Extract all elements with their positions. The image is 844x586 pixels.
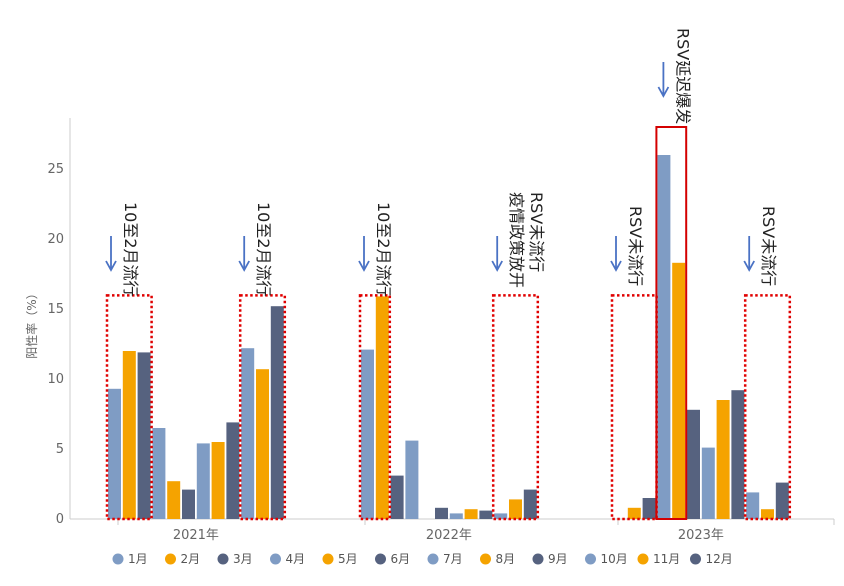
- annotation-text: RSV未流行: [626, 206, 645, 286]
- bar: [657, 155, 671, 519]
- legend-marker: [480, 553, 491, 565]
- bar: [196, 443, 210, 519]
- bar: [494, 513, 508, 519]
- arrow-head-icon: [105, 260, 117, 272]
- arrow-head-icon: [610, 260, 622, 272]
- legend-marker: [112, 553, 124, 565]
- annotation-text: RSV未流行: [527, 192, 546, 272]
- legend-marker: [322, 553, 334, 565]
- bar: [687, 409, 700, 519]
- legend-label: 1月: [128, 552, 148, 566]
- y-tick-label: 20: [47, 232, 64, 247]
- legend-label: 12月: [706, 552, 733, 566]
- annotation-text: 10至2月流行: [254, 202, 273, 297]
- x-tick-label: 2023年: [678, 528, 724, 543]
- bar: [182, 489, 195, 519]
- bar: [270, 306, 284, 519]
- legend-marker: [270, 553, 281, 565]
- highlight-box-dotted: [743, 294, 792, 521]
- y-tick-label: 25: [47, 162, 64, 177]
- bar: [435, 507, 448, 519]
- legend-label: 7月: [443, 552, 463, 566]
- highlight-box-dotted: [105, 294, 153, 521]
- y-tick-label: 0: [56, 512, 64, 527]
- bar: [108, 388, 121, 519]
- bar: [642, 498, 656, 519]
- bar: [746, 492, 760, 519]
- arrow-head-icon: [491, 260, 503, 272]
- y-tick-label: 10: [47, 372, 64, 387]
- bar: [523, 489, 537, 519]
- legend-label: 8月: [496, 552, 516, 566]
- highlight-box-dotted: [358, 294, 392, 521]
- bar: [464, 509, 478, 519]
- bar: [716, 400, 730, 519]
- legend-marker: [637, 553, 649, 565]
- highlight-box-solid: [655, 126, 688, 520]
- bar: [211, 442, 225, 519]
- bar: [167, 481, 181, 519]
- legend-label: 11月: [653, 552, 680, 566]
- annotation-text: 疫情政策放开: [507, 192, 526, 288]
- legend: 1月 2月 3月 4月 5月 6月 7月 8月 9月 10月 11月 12月: [112, 552, 733, 566]
- bar: [152, 428, 166, 519]
- legend-marker: [427, 553, 439, 565]
- bar: [256, 369, 269, 519]
- bar: [701, 447, 715, 519]
- x-tick-label: 2022年: [426, 528, 472, 543]
- highlight-box-dotted: [491, 294, 540, 521]
- legend-marker: [585, 553, 596, 565]
- bar: [137, 352, 151, 519]
- bar: [731, 390, 745, 519]
- legend-label: 6月: [391, 552, 411, 566]
- arrow-head-icon: [358, 260, 370, 272]
- legend-label: 5月: [338, 552, 358, 566]
- bar: [479, 510, 493, 519]
- bar: [761, 509, 774, 519]
- legend-marker: [532, 553, 544, 565]
- bar: [241, 348, 255, 519]
- highlight-box-dotted: [610, 294, 658, 521]
- highlight-box-dotted: [238, 294, 287, 521]
- legend-label: 10月: [601, 552, 628, 566]
- bar: [226, 422, 240, 519]
- legend-marker: [217, 553, 229, 565]
- bar: [375, 296, 389, 519]
- bar: [672, 262, 686, 519]
- annotation-text: RSV未流行: [759, 206, 778, 286]
- legend-label: 9月: [548, 552, 568, 566]
- bar: [361, 349, 374, 519]
- bar: [449, 513, 463, 519]
- legend-marker: [375, 553, 386, 565]
- legend-marker: [690, 553, 701, 565]
- legend-label: 2月: [181, 552, 201, 566]
- legend-label: 4月: [286, 552, 306, 566]
- annotation-text: 10至2月流行: [121, 202, 140, 297]
- bar: [627, 507, 641, 519]
- y-axis-title: 阳性率（%）: [24, 287, 39, 358]
- bars: [108, 155, 789, 519]
- arrow-head-icon: [657, 86, 670, 98]
- y-tick-label: 5: [56, 442, 64, 457]
- bar: [509, 499, 522, 519]
- arrow-head-icon: [238, 260, 250, 272]
- bar: [122, 351, 136, 519]
- y-tick-label: 15: [47, 302, 64, 317]
- bar: [405, 440, 419, 519]
- x-tick-label: 2021年: [173, 528, 219, 543]
- legend-marker: [165, 553, 176, 565]
- annotation-text: RSV延迟爆发: [673, 28, 692, 124]
- bar: [775, 482, 789, 519]
- arrow-head-icon: [743, 260, 755, 272]
- annotations: 10至2月流行 10至2月流行 10至2月流行 疫情政策放开 RSV未流行 RSV未流行R…: [105, 28, 792, 521]
- legend-label: 3月: [233, 552, 253, 566]
- annotation-text: 10至2月流行: [374, 202, 393, 297]
- bar: [390, 475, 404, 519]
